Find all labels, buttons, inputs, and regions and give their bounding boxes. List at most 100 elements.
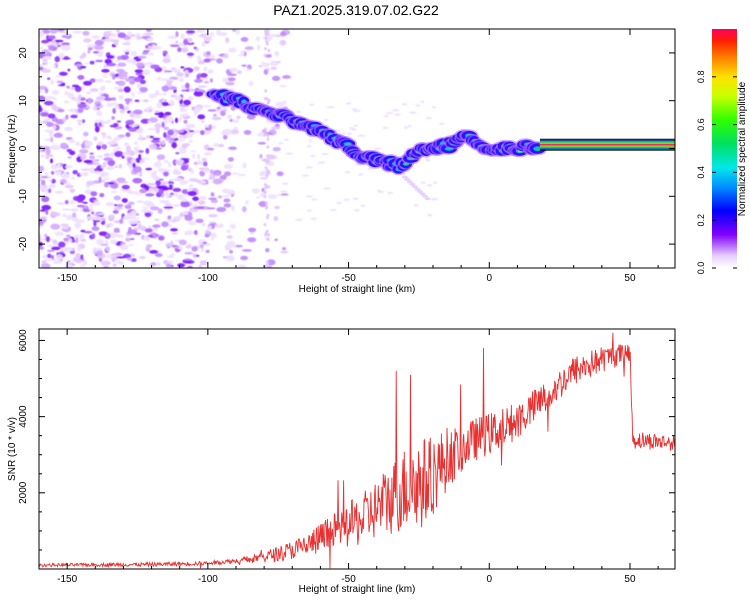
speckle — [63, 100, 70, 104]
speckle — [193, 46, 197, 50]
x-tick-label: -150 — [57, 273, 77, 284]
speckle — [275, 34, 281, 38]
speckle — [132, 177, 143, 184]
speckle — [196, 74, 201, 80]
speckle — [83, 80, 92, 86]
speckle — [79, 149, 89, 154]
speckle — [180, 134, 185, 139]
speckle — [280, 190, 288, 193]
speckle — [132, 166, 142, 173]
speckle — [62, 117, 67, 122]
speckle — [101, 132, 106, 136]
speckle — [88, 47, 93, 51]
speckle — [141, 51, 149, 55]
speckle — [284, 138, 289, 141]
speckle — [50, 171, 55, 175]
speckle — [125, 40, 131, 45]
speckle — [267, 169, 270, 174]
speckle — [119, 218, 124, 225]
snr-y-ticks: 2000 4000 6000 — [18, 329, 675, 551]
speckle — [232, 245, 236, 248]
speckle — [175, 160, 181, 165]
speckle — [193, 66, 200, 71]
speckle — [145, 244, 153, 248]
speckle — [75, 258, 83, 264]
speckle — [258, 64, 263, 68]
speckle — [52, 239, 58, 245]
speckle — [186, 30, 196, 34]
speckle — [305, 195, 313, 198]
speckle — [45, 95, 55, 100]
speckle — [222, 134, 228, 140]
speckle — [196, 153, 201, 160]
speckle — [41, 146, 51, 150]
speckle — [214, 173, 220, 176]
speckle — [94, 119, 104, 123]
speckle — [134, 32, 141, 37]
speckle — [237, 70, 242, 75]
speckle — [112, 107, 116, 114]
speckle — [225, 255, 235, 262]
speckle — [266, 160, 269, 164]
speckle — [326, 105, 335, 109]
speckle — [178, 77, 184, 83]
speckle — [153, 161, 162, 168]
speckle — [72, 30, 83, 34]
speckle — [180, 113, 190, 118]
speckle — [178, 147, 185, 150]
speckle — [358, 173, 364, 176]
speckle — [176, 139, 186, 142]
speckle — [131, 91, 135, 98]
speckle — [167, 215, 172, 220]
speckle — [63, 237, 69, 242]
speckle — [93, 221, 97, 227]
speckle — [306, 144, 312, 148]
speckle — [264, 166, 268, 170]
speckle — [203, 58, 211, 63]
speckle — [42, 67, 47, 70]
speckle — [39, 112, 49, 117]
speckle — [226, 235, 233, 239]
speckle — [75, 141, 81, 147]
speckle — [145, 32, 154, 36]
colorbar-tick-label: 0.8 — [696, 71, 706, 84]
speckle — [54, 231, 64, 237]
speckle — [98, 231, 108, 236]
speckle — [163, 160, 169, 163]
speckle — [123, 105, 130, 111]
speckle — [264, 47, 267, 51]
speckle — [425, 159, 431, 162]
speckle — [114, 105, 120, 109]
speckle — [103, 177, 111, 181]
speckle — [51, 246, 61, 251]
spectrogram-x-label: Height of straight line (km) — [299, 284, 416, 295]
speckle — [129, 111, 135, 118]
colorbar-tick-label: 0.2 — [696, 214, 706, 227]
y-tick-label: 6000 — [18, 329, 29, 352]
speckle — [420, 181, 426, 184]
speckle — [89, 88, 99, 92]
speckle — [70, 176, 75, 180]
speckle — [64, 91, 70, 96]
speckle — [184, 124, 195, 129]
speckle — [95, 59, 104, 63]
speckle — [142, 235, 150, 241]
speckle — [113, 195, 122, 201]
speckle — [71, 212, 77, 219]
speckle — [77, 103, 87, 109]
speckle — [99, 192, 105, 198]
speckle — [148, 52, 155, 56]
speckle — [155, 127, 160, 134]
speckle — [226, 189, 235, 195]
speckle — [62, 213, 67, 218]
speckle — [175, 31, 179, 38]
speckle — [174, 95, 182, 101]
speckle — [106, 135, 111, 139]
speckle — [58, 52, 65, 59]
speckle — [39, 148, 43, 152]
speckle — [271, 75, 281, 81]
speckle — [321, 152, 329, 156]
speckle — [170, 228, 178, 232]
speckle — [426, 183, 433, 187]
speckle — [157, 208, 163, 214]
